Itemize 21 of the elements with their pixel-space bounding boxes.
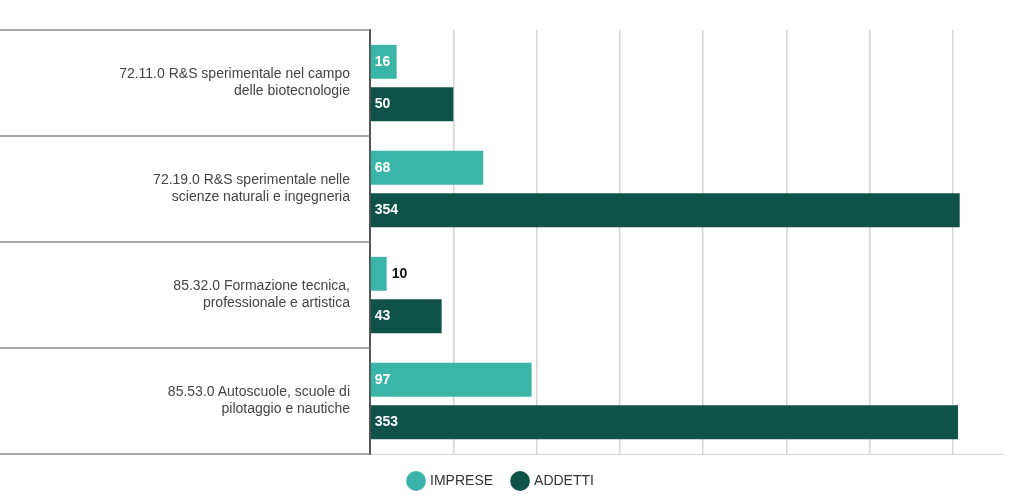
y-tick-label: 85.32.0 Formazione tecnica, professionale e artistica	[173, 277, 351, 311]
data-label: 97	[374, 370, 391, 387]
data-label: 50	[374, 95, 391, 112]
bar	[370, 299, 442, 334]
legend-label: IMPRESE	[430, 471, 494, 488]
bar	[370, 405, 959, 440]
bar	[370, 150, 484, 185]
data-label: 68	[374, 158, 391, 175]
y-tick-label: 72.19.0 R&S sperimentale nelle scienze naturali e ingegneria	[153, 171, 351, 205]
data-label: 10	[391, 264, 408, 281]
data-label: 16	[374, 52, 391, 69]
bar	[370, 193, 960, 228]
bar	[370, 362, 532, 397]
data-label: 354	[374, 201, 399, 218]
bar	[370, 87, 454, 122]
legend-label: ADDETTI	[534, 471, 594, 488]
bar	[370, 256, 387, 291]
data-label: 353	[374, 413, 399, 430]
y-tick-label: 85.53.0 Autoscuole, scuole di pilotaggio e nautiche	[167, 383, 351, 417]
y-tick-label: 72.11.0 R&S sperimentale nel campo delle biotecnologie	[119, 65, 351, 99]
data-label: 43	[374, 307, 391, 324]
